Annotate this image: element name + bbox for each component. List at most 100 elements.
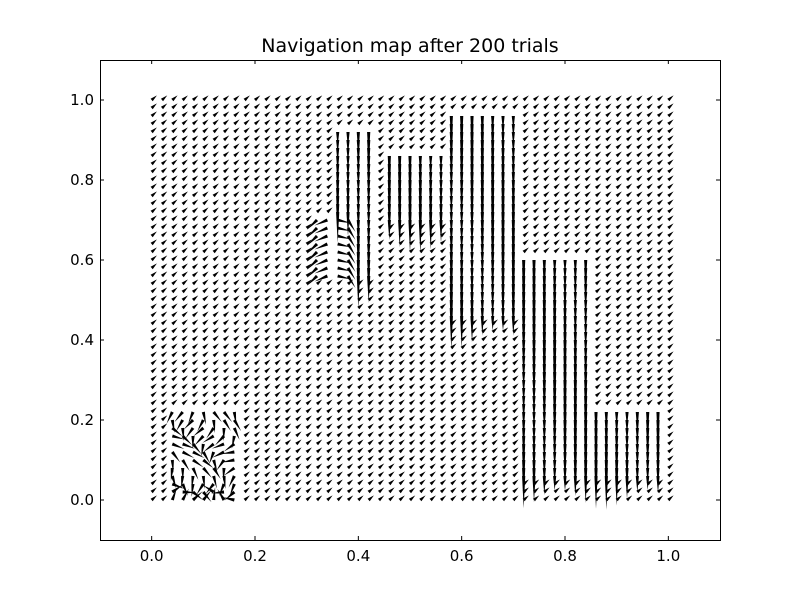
quiver-arrow	[511, 116, 515, 131]
quiver-arrow	[284, 351, 292, 358]
quiver-arrow	[501, 124, 505, 140]
quiver-arrow	[584, 316, 588, 331]
quiver-arrow	[171, 375, 178, 382]
quiver-arrow	[667, 439, 674, 446]
quiver-arrow	[501, 439, 509, 446]
quiver-arrow	[160, 207, 168, 214]
quiver-arrow	[295, 119, 302, 126]
quiver-arrow	[563, 103, 571, 110]
quiver-arrow	[646, 476, 650, 491]
quiver-arrow	[243, 495, 250, 502]
quiver-arrow	[191, 319, 199, 326]
quiver-arrow	[326, 111, 333, 118]
quiver-arrow	[212, 335, 219, 342]
quiver-arrow	[264, 407, 271, 414]
quiver-arrow	[636, 495, 643, 502]
quiver-arrow	[326, 183, 333, 190]
quiver-arrow	[584, 175, 591, 182]
quiver-arrow	[377, 239, 385, 246]
quiver-arrow	[429, 455, 436, 462]
quiver-arrow	[377, 311, 385, 318]
quiver-arrow	[615, 143, 622, 150]
quiver-arrow	[667, 151, 674, 158]
quiver-arrow	[450, 343, 457, 350]
quiver-arrow	[605, 255, 612, 262]
quiver-arrow	[377, 271, 385, 278]
quiver-arrow	[171, 103, 178, 110]
quiver-arrow	[543, 159, 550, 166]
quiver-arrow	[408, 156, 412, 184]
quiver-arrow	[150, 111, 157, 118]
quiver-arrow	[646, 343, 653, 350]
quiver-arrow	[667, 431, 674, 438]
quiver-arrow	[419, 263, 426, 270]
quiver-arrow	[150, 415, 157, 422]
quiver-arrow	[222, 319, 230, 326]
quiver-arrow	[202, 191, 209, 198]
quiver-arrow	[202, 279, 209, 286]
quiver-arrow	[212, 327, 219, 334]
quiver-arrow	[202, 111, 209, 118]
quiver-arrow	[573, 324, 577, 343]
quiver-arrow	[346, 303, 354, 310]
quiver-arrow	[170, 459, 174, 473]
quiver-arrow	[295, 199, 302, 206]
quiver-arrow	[357, 95, 364, 102]
quiver-arrow	[357, 399, 364, 406]
quiver-arrow	[326, 351, 333, 358]
quiver-arrow	[563, 284, 567, 300]
quiver-arrow	[573, 260, 577, 278]
quiver-arrow	[563, 111, 571, 118]
quiver-arrow	[171, 119, 178, 126]
y-tick-label: 0.8	[70, 171, 94, 189]
quiver-arrow	[460, 479, 467, 486]
quiver-arrow	[574, 135, 581, 142]
quiver-arrow	[212, 215, 219, 222]
quiver-arrow	[305, 287, 312, 294]
quiver-arrow	[222, 143, 230, 150]
quiver-arrow	[667, 383, 674, 390]
quiver-arrow	[367, 111, 374, 118]
quiver-arrow	[605, 287, 612, 294]
quiver-arrow	[625, 95, 633, 102]
quiver-arrow	[233, 279, 240, 286]
quiver-arrow	[295, 207, 302, 214]
quiver-arrow	[264, 295, 271, 302]
quiver-arrow	[346, 243, 356, 256]
quiver-arrow	[636, 135, 643, 142]
quiver-arrow	[429, 247, 436, 254]
quiver-arrow	[470, 335, 478, 342]
quiver-arrow	[398, 407, 405, 414]
quiver-arrow	[346, 399, 354, 406]
quiver-arrow	[181, 167, 188, 174]
quiver-arrow	[636, 271, 643, 278]
quiver-arrow	[605, 239, 612, 246]
quiver-arrow	[532, 247, 540, 254]
quiver-arrow	[336, 479, 343, 486]
quiver-arrow	[295, 135, 302, 142]
quiver-arrow	[315, 143, 323, 150]
quiver-arrow	[191, 383, 199, 390]
quiver-arrow	[553, 167, 560, 174]
quiver-arrow	[656, 495, 664, 502]
quiver-arrow	[150, 255, 157, 262]
quiver-arrow	[326, 327, 333, 334]
quiver-arrow	[636, 351, 643, 358]
quiver-arrow	[605, 223, 612, 230]
quiver-arrow	[284, 223, 292, 230]
quiver-arrow	[346, 103, 354, 110]
quiver-arrow	[197, 419, 205, 432]
quiver-arrow	[181, 367, 188, 374]
quiver-arrow	[326, 495, 333, 502]
quiver-arrow	[284, 295, 292, 302]
quiver-arrow	[356, 172, 360, 187]
quiver-arrow	[377, 375, 385, 382]
quiver-arrow	[625, 351, 633, 358]
quiver-arrow	[625, 263, 633, 270]
quiver-arrow	[501, 103, 509, 110]
quiver-arrow	[306, 274, 319, 286]
quiver-arrow	[522, 215, 529, 222]
quiver-arrow	[543, 487, 550, 494]
quiver-arrow	[191, 175, 199, 182]
quiver-arrow	[222, 103, 230, 110]
